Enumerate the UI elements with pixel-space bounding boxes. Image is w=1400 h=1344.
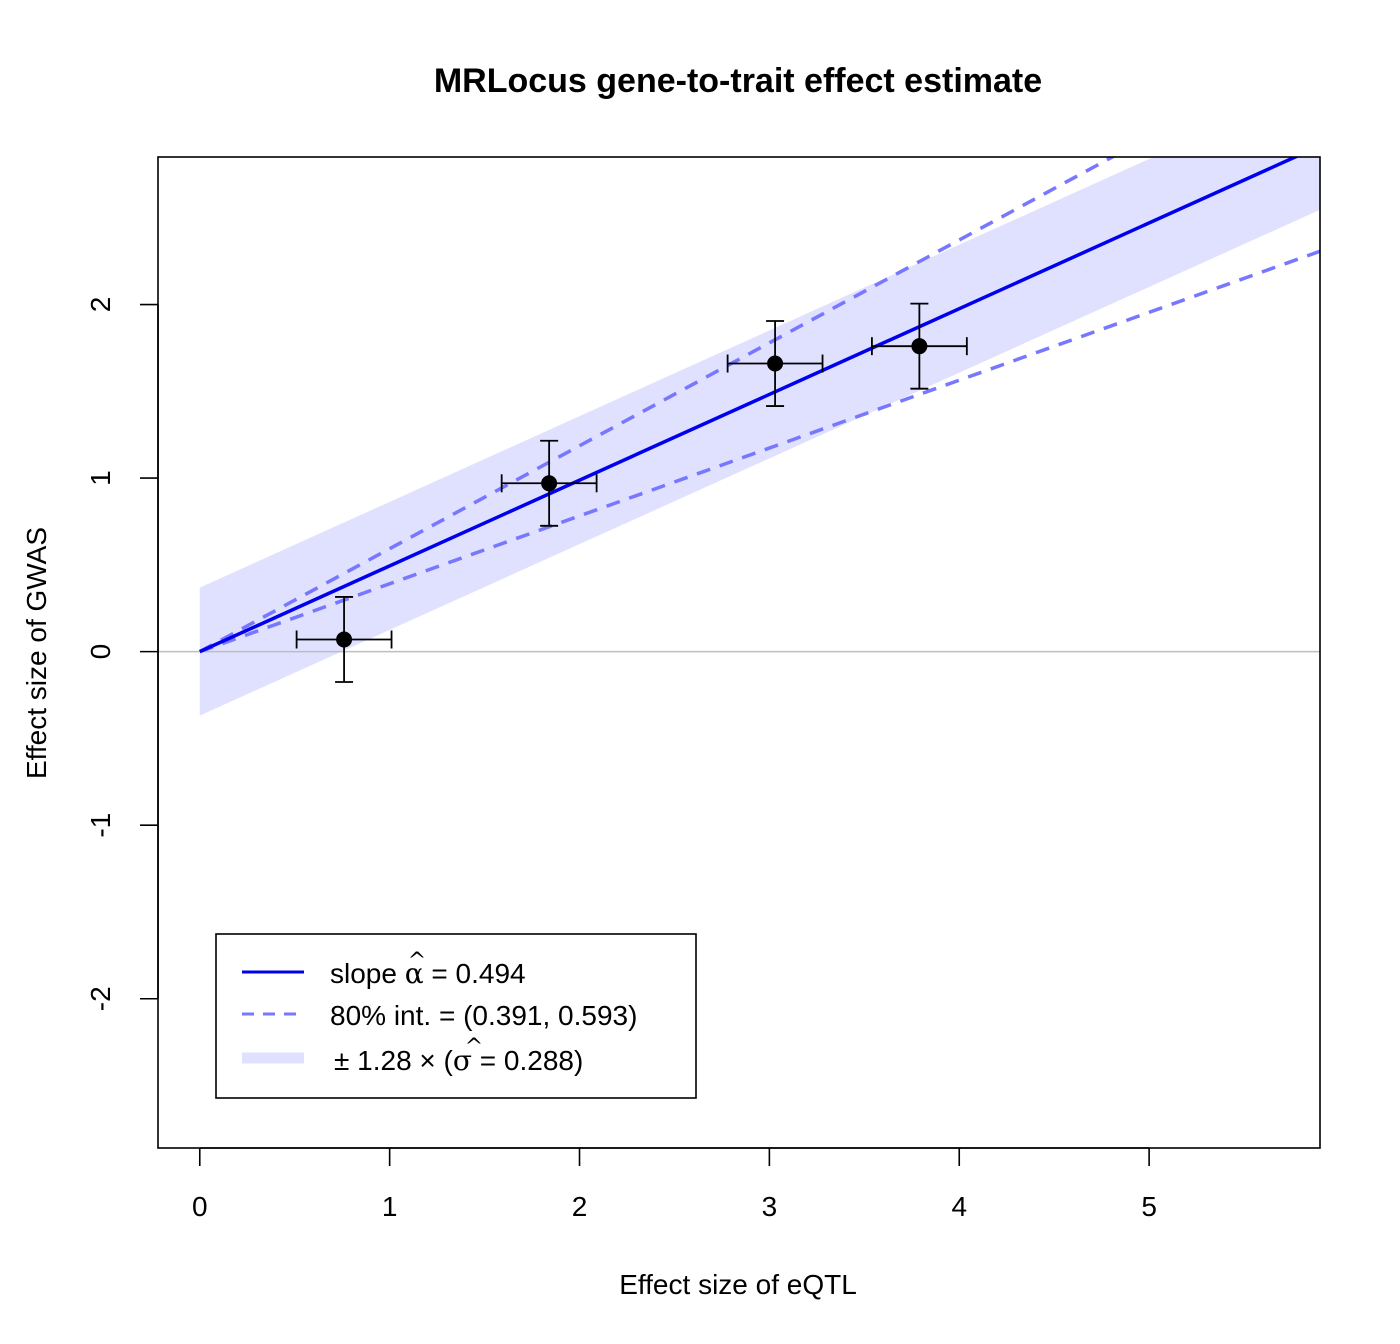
legend-slope-hat: ^: [408, 949, 426, 974]
x-tick-label: 0: [192, 1191, 208, 1222]
y-axis: -2 -1 0 1 2: [85, 297, 159, 1011]
plot-content: [158, 157, 1320, 716]
y-axis-label: Effect size of GWAS: [21, 527, 52, 779]
legend-box: [215, 933, 697, 1099]
data-point-group-4: [871, 302, 968, 390]
data-point-group-3: [726, 320, 824, 407]
data-point-group-2: [500, 439, 598, 527]
uncertainty-band: [199, 157, 1320, 716]
x-tick-label: 4: [951, 1191, 967, 1222]
interval-low-line: [199, 249, 1320, 654]
legend-band-hat: ^: [465, 1035, 483, 1060]
interval-high-line: [198, 157, 1116, 654]
chart-title: MRLocus gene-to-trait effect estimate: [434, 62, 1042, 100]
legend-band-prefix: ± 1.28 × (: [334, 1045, 454, 1076]
legend-slope-suffix: = 0.494: [424, 958, 526, 989]
data-point: [336, 631, 353, 648]
y-tick-label: 2: [85, 297, 116, 313]
plot-area: [158, 157, 1320, 716]
legend-interval-entry: 80% int. = (0.391, 0.593): [330, 1000, 637, 1031]
y-tick-label: -1: [85, 813, 116, 838]
legend-slope-prefix: slope: [330, 958, 405, 989]
data-point: [911, 338, 928, 355]
data-point: [541, 475, 558, 492]
x-axis-label: Effect size of eQTL: [619, 1269, 857, 1300]
y-tick-label: 1: [85, 470, 116, 486]
x-tick-label: 3: [762, 1191, 778, 1222]
y-tick-label: -2: [85, 986, 116, 1011]
x-axis: 0 1 2 3 4 5: [192, 1147, 1157, 1222]
x-tick-label: 5: [1141, 1191, 1157, 1222]
x-tick-label: 1: [382, 1191, 398, 1222]
legend-band-entry: ± 1.28 × (σ = 0.288): [334, 1044, 583, 1077]
data-point-group-1: [295, 596, 393, 683]
legend-band-suffix: = 0.288): [472, 1045, 583, 1076]
y-tick-label: 0: [85, 644, 116, 660]
legend: slope α = 0.494 ^ 80% int. = (0.391, 0.5…: [215, 933, 697, 1099]
slope-line: [199, 157, 1300, 654]
x-tick-label: 2: [572, 1191, 588, 1222]
data-point: [767, 355, 784, 372]
legend-band-symbol: σ: [453, 1044, 472, 1077]
legend-slope-entry: slope α = 0.494: [330, 957, 526, 990]
legend-slope-symbol: α: [405, 957, 424, 990]
